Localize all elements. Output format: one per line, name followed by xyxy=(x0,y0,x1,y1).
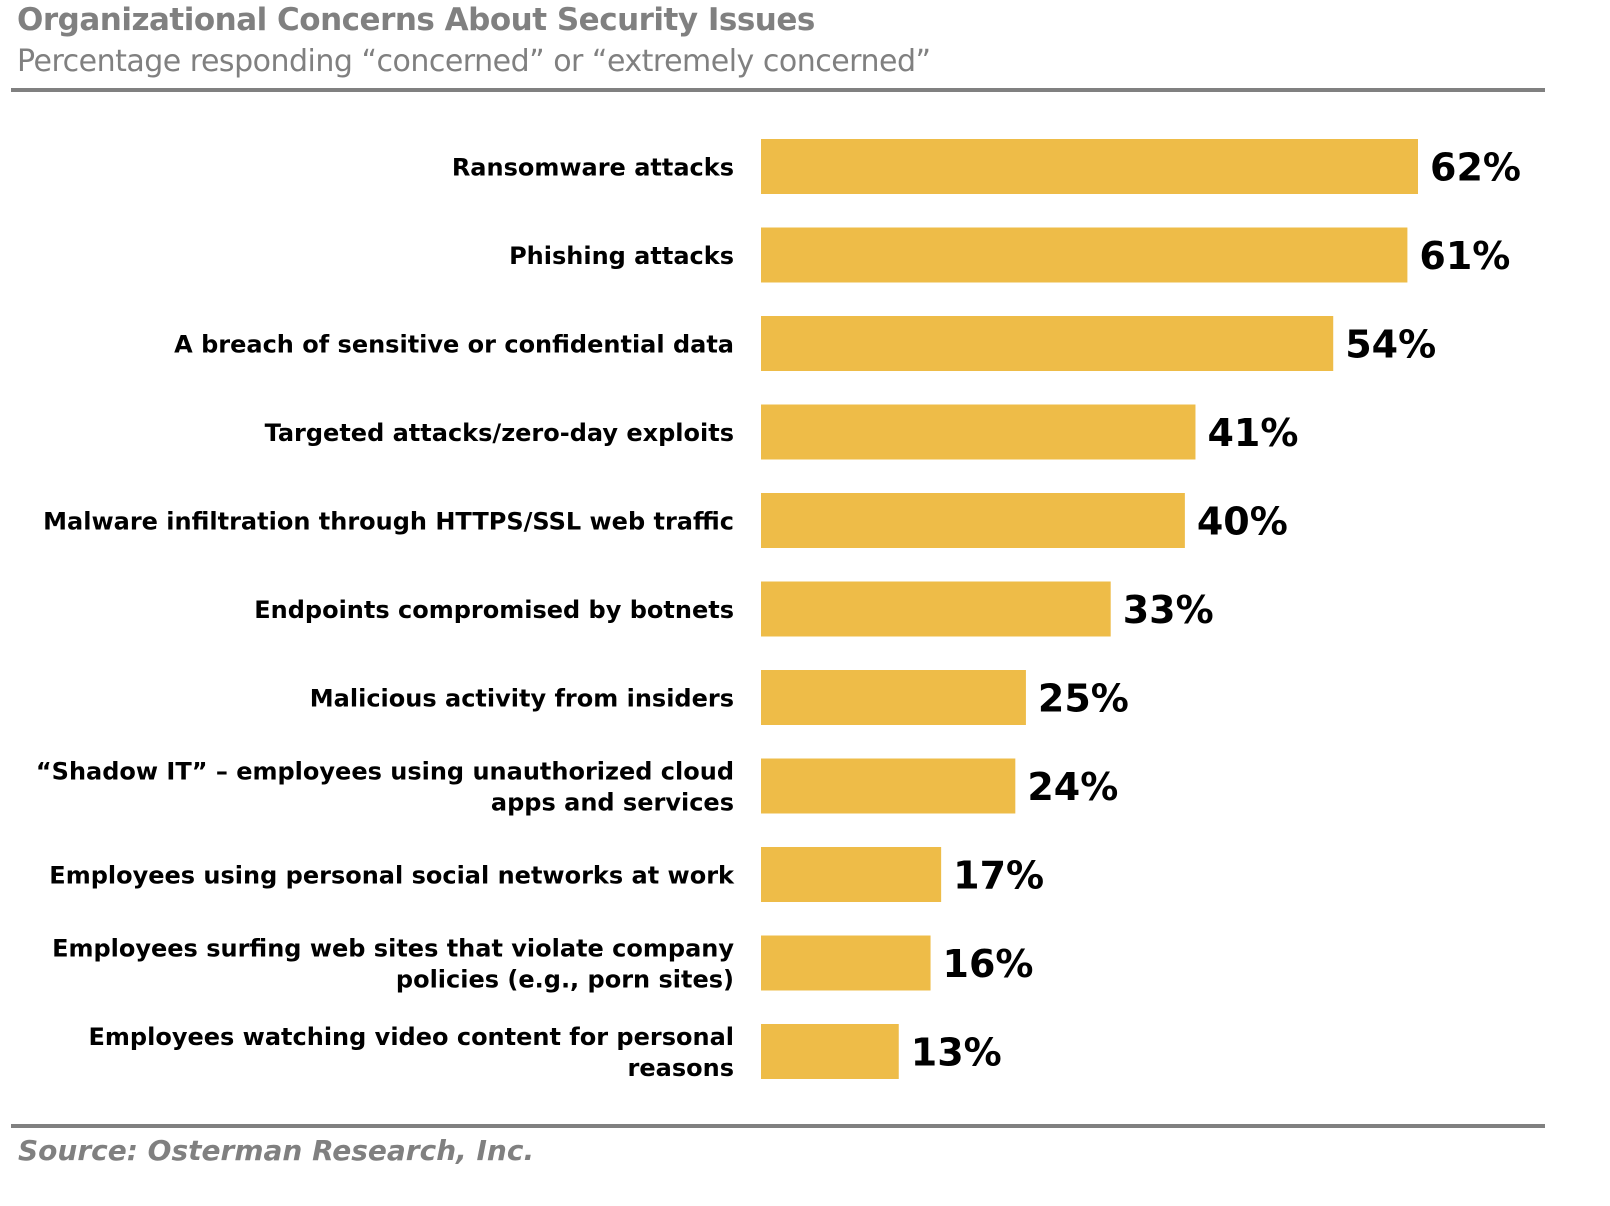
data-label: 13% xyxy=(911,1031,1002,1075)
bar-4 xyxy=(761,404,1196,460)
data-label: 16% xyxy=(943,942,1034,986)
data-label: 61% xyxy=(1419,234,1510,278)
category-label-line: apps and services xyxy=(491,789,734,817)
bar-1 xyxy=(761,139,1418,194)
category-label: Ransomware attacks xyxy=(452,154,734,182)
category-label: Malware infiltration through HTTPS/SSL w… xyxy=(43,508,734,536)
data-label: 40% xyxy=(1197,500,1288,544)
bar-8 xyxy=(761,758,1016,814)
bar-6 xyxy=(761,581,1111,637)
category-label: Phishing attacks xyxy=(509,242,734,270)
bar-10 xyxy=(761,935,931,991)
category-label-line: Ransomware attacks xyxy=(452,154,734,182)
category-label: Employees using personal social networks… xyxy=(49,862,735,890)
data-label: 24% xyxy=(1027,765,1118,809)
category-label-line: Malware infiltration through HTTPS/SSL w… xyxy=(43,508,734,536)
category-label: Malicious activity from insiders xyxy=(310,685,734,713)
data-label: 54% xyxy=(1345,323,1436,367)
bar-7 xyxy=(761,670,1026,725)
category-label-line: reasons xyxy=(628,1054,734,1082)
category-label: Targeted attacks/zero-day exploits xyxy=(265,419,734,447)
category-label: Employees watching video content for per… xyxy=(89,1023,734,1082)
category-label-line: A breach of sensitive or confidential da… xyxy=(174,331,734,359)
data-label: 33% xyxy=(1123,588,1214,632)
chart-subtitle: Percentage responding “concerned” or “ex… xyxy=(17,44,931,79)
category-label: Endpoints compromised by botnets xyxy=(254,596,734,624)
bottom-divider xyxy=(11,1124,1545,1128)
bar-3 xyxy=(761,316,1334,371)
data-label: 25% xyxy=(1038,677,1129,721)
category-label-line: Malicious activity from insiders xyxy=(310,685,734,713)
category-label-line: Employees surfing web sites that violate… xyxy=(52,935,734,963)
category-label: Employees surfing web sites that violate… xyxy=(52,935,734,994)
bar-5 xyxy=(761,493,1185,548)
chart-source: Source: Osterman Research, Inc. xyxy=(18,1134,535,1167)
bar-11 xyxy=(761,1024,899,1079)
category-label: “Shadow IT” – employees using unauthoriz… xyxy=(36,758,734,817)
category-label-line: Phishing attacks xyxy=(509,242,734,270)
category-label-line: Employees watching video content for per… xyxy=(89,1023,734,1051)
bar-2 xyxy=(761,227,1408,283)
top-divider xyxy=(11,88,1545,92)
category-label: A breach of sensitive or confidential da… xyxy=(174,331,734,359)
data-label: 17% xyxy=(953,854,1044,898)
category-label-line: Endpoints compromised by botnets xyxy=(254,596,734,624)
data-label: 41% xyxy=(1207,411,1298,455)
chart-title: Organizational Concerns About Security I… xyxy=(17,2,815,38)
category-label-line: Targeted attacks/zero-day exploits xyxy=(265,419,734,447)
category-label-line: Employees using personal social networks… xyxy=(49,862,735,890)
data-label: 62% xyxy=(1430,146,1521,190)
bar-9 xyxy=(761,847,942,902)
category-label-line: policies (e.g., porn sites) xyxy=(396,966,734,994)
category-label-line: “Shadow IT” – employees using unauthoriz… xyxy=(36,758,734,786)
